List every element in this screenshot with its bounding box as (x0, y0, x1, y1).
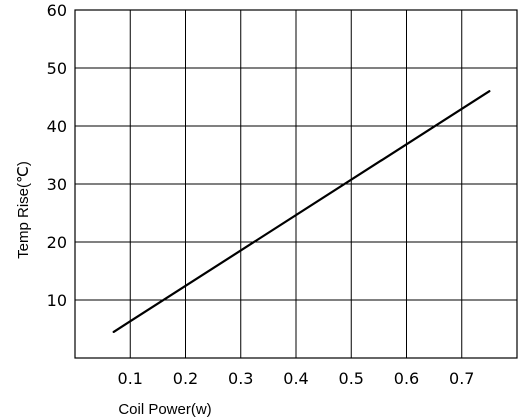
grid (75, 10, 517, 358)
x-tick-label: 0.1 (118, 369, 143, 388)
x-tick-label: 0.3 (228, 369, 253, 388)
x-tick-label: 0.2 (173, 369, 198, 388)
x-tick-label: 0.7 (449, 369, 474, 388)
x-tick-label: 0.4 (283, 369, 308, 388)
x-tick-label: 0.5 (339, 369, 364, 388)
y-tick-label: 20 (47, 233, 67, 252)
series-layer (112, 90, 491, 333)
y-tick-label: 10 (47, 291, 67, 310)
y-axis-ticks: 10 20 30 40 50 60 (47, 1, 67, 310)
plot-frame (74, 9, 518, 359)
y-tick-label: 40 (47, 117, 67, 136)
x-tick-label: 0.6 (394, 369, 419, 388)
y-tick-label: 30 (47, 175, 67, 194)
y-tick-label: 50 (47, 59, 67, 78)
series-line (112, 90, 491, 333)
y-axis-title: Temp Rise(℃) (15, 161, 32, 259)
x-axis-title: Coil Power(w) (118, 401, 211, 418)
y-tick-label: 60 (47, 1, 67, 20)
x-axis-ticks: 0.1 0.2 0.3 0.4 0.5 0.6 0.7 (118, 369, 475, 388)
